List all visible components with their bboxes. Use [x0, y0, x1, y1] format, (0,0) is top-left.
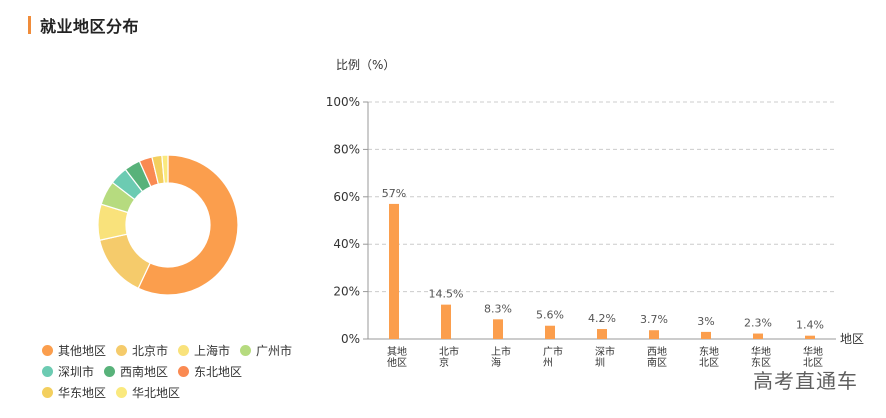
legend-label: 深圳市: [58, 364, 95, 379]
donut-legend: 其他地区 北京市 上海市 广州市深圳市 西南地区 东北地区华东地区 华北地区: [42, 341, 312, 401]
legend-label: 西南地区: [120, 364, 169, 379]
y-tick-label: 80%: [333, 142, 360, 156]
legend-label: 广州市: [256, 343, 293, 358]
legend-item[interactable]: 上海市: [178, 341, 230, 359]
legend-item[interactable]: 东北地区: [178, 362, 242, 380]
bar-value-label: 1.4%: [796, 319, 824, 332]
legend-swatch: [178, 365, 190, 377]
bar: [389, 203, 399, 339]
bar-value-label: 14.5%: [429, 288, 464, 301]
x-tick-label: 地区: [709, 345, 719, 369]
legend-swatch: [42, 365, 53, 377]
section-title: 就业地区分布: [40, 17, 140, 36]
y-tick-label: 100%: [326, 95, 360, 109]
legend-label: 上海市: [194, 343, 231, 358]
legend-swatch: [42, 386, 53, 398]
bar-value-label: 8.3%: [484, 302, 512, 315]
bar: [805, 335, 815, 339]
legend-item[interactable]: 其他地区: [42, 341, 106, 359]
donut-slice: [161, 154, 169, 184]
bar: [753, 333, 763, 339]
x-tick-label: 深圳: [595, 346, 605, 369]
x-tick-label: 市: [501, 345, 511, 358]
section-accent-bar: [28, 16, 31, 34]
bar: [701, 331, 711, 339]
x-tick-label: 市: [449, 345, 459, 358]
x-tick-label: 其他: [387, 346, 397, 369]
legend-label: 华东地区: [58, 385, 107, 400]
legend-swatch: [42, 344, 53, 356]
x-tick-label: 上海: [491, 346, 501, 369]
y-axis-title: 比例（%）: [336, 58, 395, 72]
x-tick-label: 北京: [439, 346, 449, 369]
x-tick-label: 西南: [647, 347, 657, 369]
bar-value-label: 3.7%: [640, 313, 668, 326]
legend-label: 东北地区: [194, 364, 243, 379]
legend-label: 北京市: [132, 343, 169, 358]
x-tick-label: 华东: [751, 345, 761, 369]
legend-label: 其他地区: [58, 343, 107, 358]
bar: [493, 319, 503, 339]
bar: [545, 325, 555, 339]
bar-value-label: 5.6%: [536, 309, 564, 322]
bar-value-label: 3%: [697, 315, 714, 328]
y-tick-label: 40%: [333, 237, 360, 251]
bar: [649, 330, 659, 339]
bar: [597, 329, 607, 339]
legend-swatch: [116, 386, 128, 398]
x-tick-label: 广州: [543, 346, 553, 369]
bar-value-label: 2.3%: [744, 317, 772, 330]
legend-item[interactable]: 华北地区: [116, 383, 180, 401]
legend-item[interactable]: 北京市: [116, 341, 168, 359]
legend-item[interactable]: 广州市: [240, 341, 292, 359]
x-tick-label: 东北: [699, 345, 709, 369]
legend-label: 华北地区: [132, 385, 181, 400]
x-tick-label: 地区: [813, 345, 823, 369]
legend-item[interactable]: 西南地区: [104, 362, 168, 380]
x-tick-label: 市: [605, 345, 615, 358]
bar-value-label: 4.2%: [588, 312, 616, 325]
y-tick-label: 20%: [333, 285, 360, 299]
x-tick-label: 华北: [803, 345, 813, 369]
legend-item[interactable]: 深圳市: [42, 362, 94, 380]
x-tick-label: 地区: [761, 345, 771, 369]
legend-swatch: [116, 344, 128, 356]
y-tick-label: 0%: [341, 332, 360, 346]
legend-swatch: [240, 344, 252, 356]
bar: [441, 304, 451, 339]
watermark: 高考直通车: [753, 369, 858, 393]
x-tick-label: 市: [553, 345, 563, 358]
donut-slice: [98, 233, 151, 290]
legend-item[interactable]: 华东地区: [42, 383, 106, 401]
y-tick-label: 60%: [333, 190, 360, 204]
x-axis-title: 地区: [840, 332, 864, 346]
bar-chart: 比例（%）0%20%40%60%80%100%地区57%其他地区14.5%北京市…: [326, 58, 864, 369]
donut-chart: [97, 154, 239, 296]
bar-value-label: 57%: [382, 187, 406, 200]
legend-swatch: [178, 344, 190, 356]
legend-swatch: [104, 365, 116, 377]
section-header: 就业地区分布: [28, 14, 139, 36]
x-tick-label: 地区: [657, 345, 667, 369]
x-tick-label: 地区: [397, 345, 407, 369]
donut-slice: [137, 154, 239, 296]
